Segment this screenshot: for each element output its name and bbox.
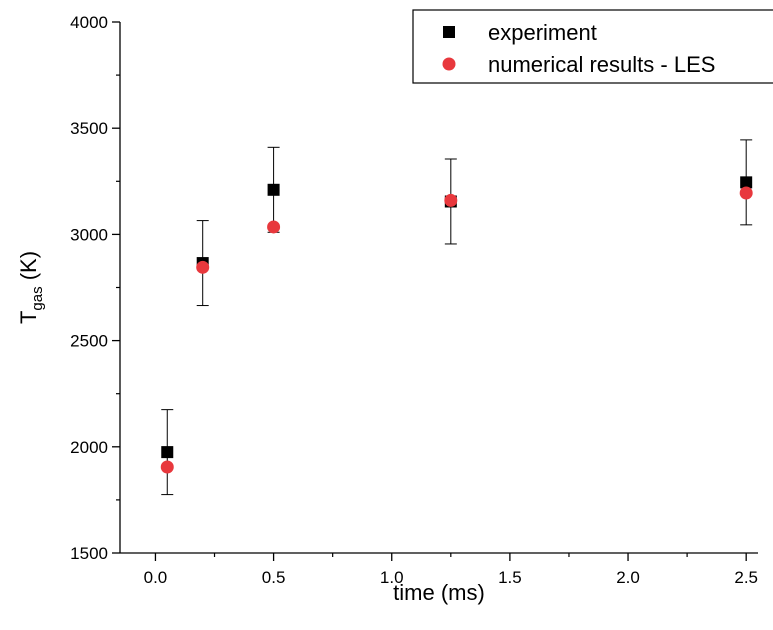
experiment-point (740, 176, 753, 189)
y-axis-title: Tgas (K) (16, 251, 46, 324)
y-tick-label: 2000 (70, 438, 108, 457)
x-tick-label: 1.0 (380, 568, 404, 587)
legend-label: numerical results - LES (488, 52, 715, 77)
legend-circle-marker (442, 57, 456, 71)
y-tick-label: 4000 (70, 13, 108, 32)
x-tick-label: 0.0 (144, 568, 168, 587)
x-tick-label: 2.5 (734, 568, 758, 587)
y-axis-title-unit: (K) (16, 251, 41, 286)
legend-square-marker (443, 26, 455, 38)
les-point (196, 260, 210, 274)
x-tick-label: 0.5 (262, 568, 286, 587)
plot-axes: 1500 2000 2500 3000 3500 4000 0.0 0.5 1.0 1.5 2.0 2… (70, 13, 758, 587)
data-marks (160, 139, 753, 496)
y-axis-title-subscript: gas (29, 286, 46, 310)
legend-box (412, 9, 773, 84)
les-point (160, 460, 174, 474)
les-point (267, 220, 281, 234)
x-axis-title: time (ms) (393, 580, 485, 605)
y-tick-label: 3500 (70, 119, 108, 138)
x-tick-label: 1.5 (498, 568, 522, 587)
legend: experiment numerical results - LES (412, 9, 773, 84)
experiment-point (161, 446, 174, 459)
y-tick-label: 2500 (70, 332, 108, 351)
les-point (444, 193, 458, 207)
y-tick-label: 1500 (70, 544, 108, 563)
experiment-point (267, 183, 280, 196)
legend-label: experiment (488, 20, 597, 45)
y-axis-title-main: T (16, 311, 41, 324)
x-tick-label: 2.0 (616, 568, 640, 587)
les-point (739, 186, 753, 200)
y-tick-label: 3000 (70, 225, 108, 244)
